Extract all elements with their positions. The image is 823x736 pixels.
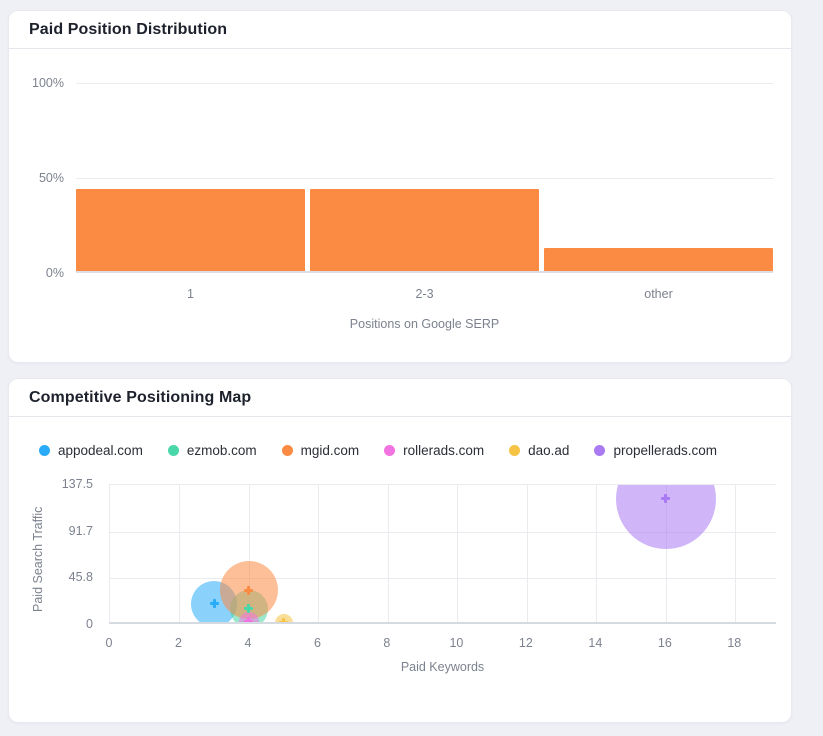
bubble-chart-x-axis-title: Paid Keywords [400, 660, 485, 674]
legend-dot-icon [167, 445, 179, 456]
x-tick-label: 2 [174, 636, 182, 650]
card-title-paid-position-distribution: Paid Position Distribution [29, 20, 228, 38]
gridline-vertical [387, 485, 389, 622]
x-tick-label: 12 [518, 636, 533, 650]
legend-dot-icon [39, 445, 50, 456]
gridline-vertical [665, 485, 667, 622]
bubble-center-marker-ezmob.com [244, 604, 254, 614]
legend-item-mgid.com[interactable]: mgid.com [281, 443, 360, 458]
bubble-center-marker-dao.ad [279, 618, 289, 622]
x-tick-label: other [644, 287, 673, 301]
legend-label: rollerads.com [403, 443, 485, 458]
legend-dot-icon [594, 445, 606, 456]
bar-2-3[interactable] [310, 189, 539, 271]
chart-legend: appodeal.com ezmob.com mgid.com rollerads.c… [39, 443, 717, 458]
card-title-competitive-positioning-map: Competitive Positioning Map [29, 388, 252, 406]
legend-label: dao.ad [528, 443, 570, 458]
y-tick-label: 91.7 [68, 523, 93, 538]
bubble-rollerads.com[interactable] [238, 611, 259, 622]
competitive-positioning-map-card: Competitive Positioning Map appodeal.com… [8, 378, 792, 723]
x-tick-label: 8 [383, 636, 391, 650]
y-tick-label: 100% [32, 76, 64, 90]
gridline-vertical [318, 485, 320, 622]
x-tick-label: 10 [449, 636, 464, 650]
bar-other[interactable] [544, 248, 773, 271]
gridline-vertical [179, 485, 181, 622]
bubble-dao.ad[interactable] [274, 613, 293, 622]
bubble-chart-y-axis-title: Paid Search Traffic [31, 506, 45, 612]
x-tick-label: 14 [588, 636, 603, 650]
x-tick-label: 2-3 [415, 287, 434, 301]
x-tick-label: 16 [657, 636, 672, 650]
x-tick-label: 6 [313, 636, 321, 650]
bar-chart-x-axis-title: Positions on Google SERP [349, 317, 500, 331]
legend-label: ezmob.com [186, 443, 257, 458]
legend-item-rollerads.com[interactable]: rollerads.com [384, 443, 484, 458]
card-header: Competitive Positioning Map [9, 379, 791, 417]
x-tick-label: 18 [727, 636, 742, 650]
bubble-chart-plot-area [109, 484, 776, 624]
y-tick-label: 50% [38, 171, 64, 185]
gridline-vertical [457, 485, 459, 622]
card-header: Paid Position Distribution [9, 11, 791, 49]
gridline [76, 178, 773, 179]
legend-item-propellerads.com[interactable]: propellerads.com [594, 443, 717, 458]
x-tick-label: 4 [244, 636, 252, 650]
gridline-vertical [596, 485, 598, 622]
legend-label: mgid.com [300, 443, 360, 458]
y-tick-label: 0% [45, 266, 64, 280]
bubble-center-marker-mgid.com [244, 585, 254, 595]
bubble-center-marker-propellerads.com [661, 494, 671, 504]
legend-item-dao.ad[interactable]: dao.ad [509, 443, 569, 458]
legend-dot-icon [509, 445, 521, 456]
gridline-horizontal [110, 578, 776, 580]
y-tick-label: 0 [86, 617, 93, 631]
legend-item-appodeal.com[interactable]: appodeal.com [39, 443, 143, 458]
gridline [76, 83, 773, 84]
x-tick-label: 0 [105, 636, 113, 650]
legend-label: appodeal.com [58, 443, 143, 458]
bar-1[interactable] [76, 189, 305, 271]
bar-chart-plot-area [76, 83, 773, 273]
y-tick-label: 45.8 [68, 570, 93, 585]
bar-chart-x-axis-labels: 1 2-3 other [76, 287, 773, 301]
legend-dot-icon [281, 445, 293, 456]
gridline-vertical [248, 485, 250, 622]
x-tick-label: 1 [187, 287, 194, 301]
gridline-horizontal [110, 531, 776, 533]
legend-dot-icon [384, 445, 396, 456]
gridline-vertical [526, 485, 528, 622]
bubble-center-marker-rollerads.com [244, 617, 254, 622]
bubble-center-marker-appodeal.com [209, 599, 219, 609]
legend-item-ezmob.com[interactable]: ezmob.com [167, 443, 257, 458]
paid-position-distribution-card: Paid Position Distribution 0% 50% 100% 1 2-… [8, 10, 792, 363]
y-tick-label: 137.5 [61, 477, 93, 491]
gridline-vertical [735, 485, 737, 622]
legend-label: propellerads.com [613, 443, 717, 458]
